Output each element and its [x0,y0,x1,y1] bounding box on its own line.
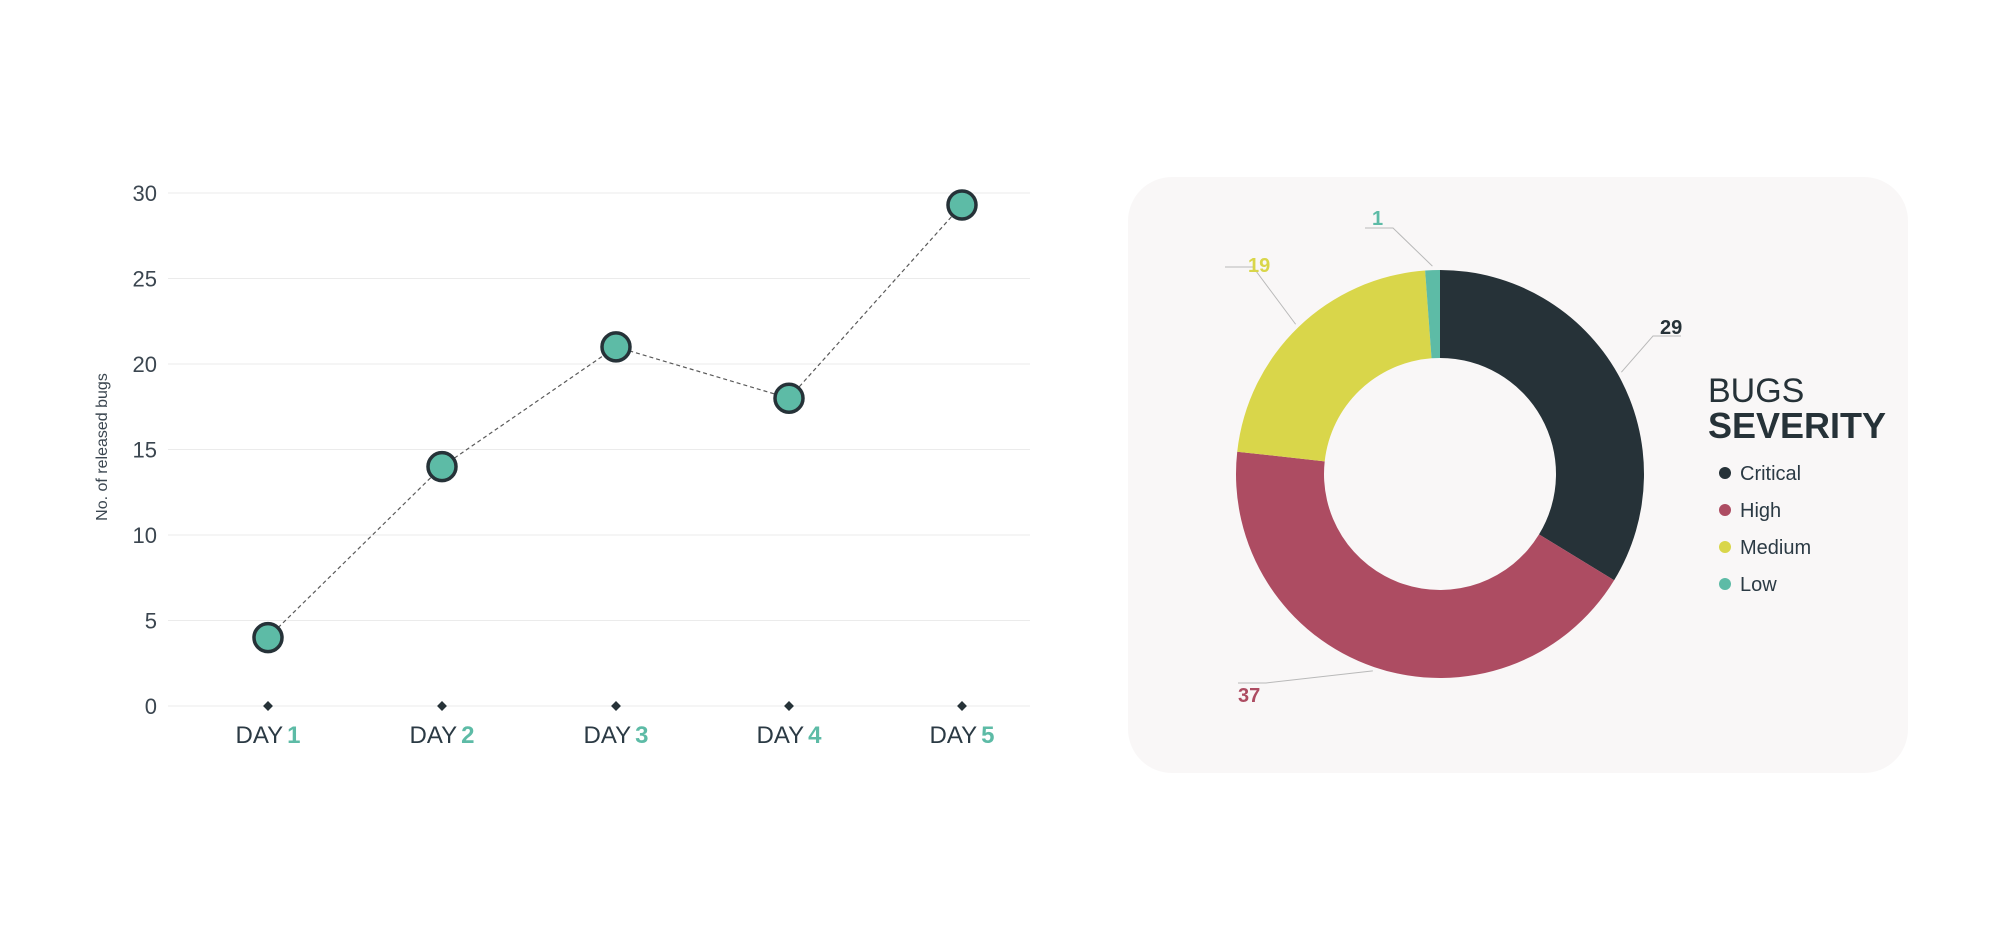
x-tick-label: DAY 2 [410,722,475,749]
legend-item-low: Low [1740,574,1777,596]
legend-swatch [1719,467,1731,479]
y-tick-label: 20 [133,352,157,377]
donut-chart [1235,270,1644,678]
slice-low [1425,270,1440,359]
data-points [252,189,978,654]
y-axis-label: No. of released bugs [94,373,111,521]
x-axis-marker [784,701,794,711]
slice-labels: 29 37 19 1 [1225,208,1682,707]
x-tick-label: DAY 3 [584,722,649,749]
x-tick-label: DAY 1 [236,722,301,749]
grid-lines [168,192,1030,707]
legend-swatch [1719,578,1731,590]
data-point [773,382,805,414]
slice-value-label: 37 [1238,685,1260,707]
legend-item-medium: Medium [1740,537,1811,559]
x-axis-marker [437,701,447,711]
legend-swatch [1719,504,1731,516]
slice-medium [1237,270,1432,462]
y-tick-label: 30 [133,181,157,206]
x-tick-labels: DAY 1 DAY 2 DAY 3 DAY 4 DAY 5 [236,722,995,749]
y-tick-label: 25 [133,267,157,292]
series-line [267,204,963,639]
y-tick-label: 10 [133,523,157,548]
y-tick-label: 5 [145,609,157,634]
callout-line [1238,670,1373,684]
x-axis-marker [957,701,967,711]
legend-title-line2: SEVERITY [1708,405,1886,446]
callout-line [1365,227,1433,267]
slice-value-label: 1 [1372,208,1383,230]
data-point [946,189,978,221]
legend-items: Critical High Medium Low [1719,463,1811,596]
x-axis-marker [611,701,621,711]
legend-title-line1: BUGS [1708,372,1804,410]
legend-item-critical: Critical [1740,463,1801,485]
y-tick-labels: 0 5 10 15 20 25 30 [133,181,157,719]
y-tick-label: 15 [133,438,157,463]
slice-high [1235,451,1615,678]
data-point [252,621,284,654]
x-axis-markers [263,701,967,711]
y-tick-label: 0 [145,694,157,719]
x-tick-label: DAY 5 [930,722,995,749]
x-tick-label: DAY 4 [757,722,823,749]
slice-critical [1440,270,1644,581]
legend-item-high: High [1740,500,1781,522]
callout-line [1621,335,1681,373]
callout-line [1225,266,1297,325]
slice-value-label: 19 [1248,255,1270,277]
legend: BUGS SEVERITY Critical High Medium Low [1708,372,1886,596]
x-axis-marker [263,701,273,711]
slice-value-label: 29 [1660,317,1682,339]
data-point [600,331,632,363]
data-point [426,450,458,483]
legend-swatch [1719,541,1731,553]
